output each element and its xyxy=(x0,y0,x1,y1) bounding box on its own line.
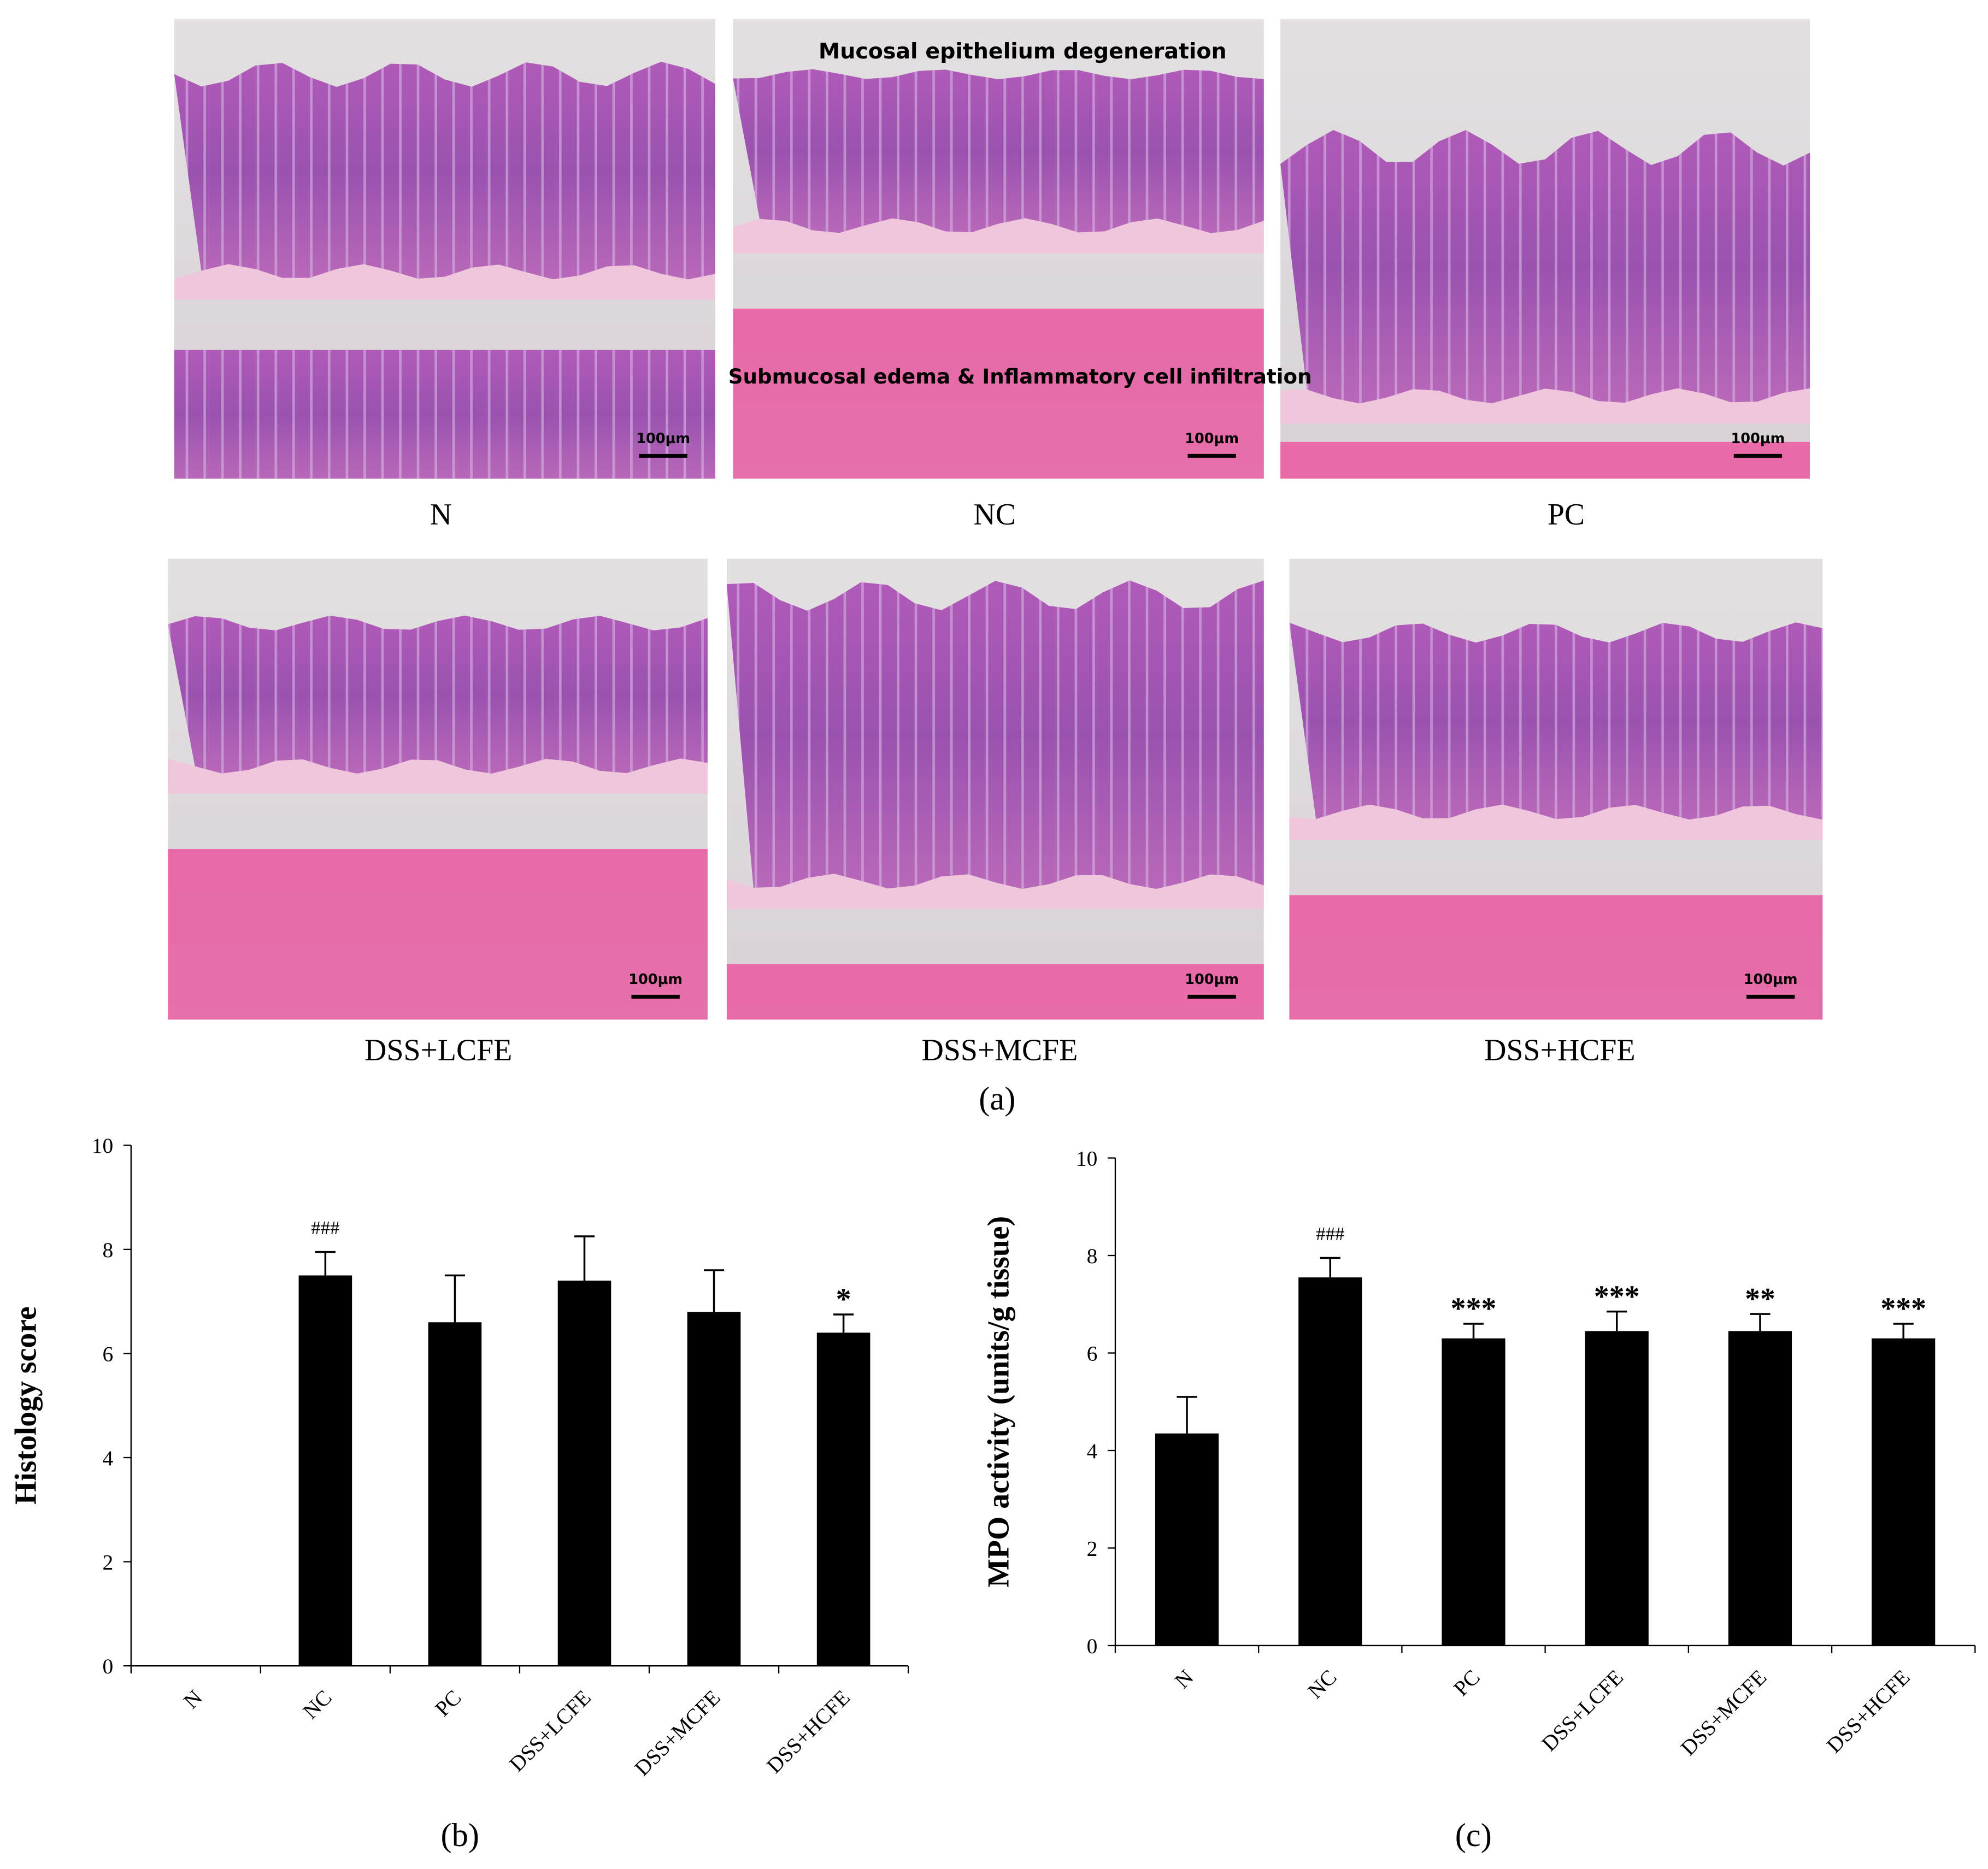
significance: * xyxy=(836,1283,851,1317)
caption: (a) xyxy=(979,1081,1015,1117)
y-tick-label: 2 xyxy=(1087,1536,1098,1560)
histology-image xyxy=(174,19,715,479)
crypts xyxy=(726,580,1264,889)
x-tick-label: DSS+HCFE xyxy=(762,1685,855,1778)
crypts-lower xyxy=(174,350,715,479)
y-tick-label: 4 xyxy=(1087,1439,1098,1463)
panel-label: DSS+LCFE xyxy=(364,1034,512,1068)
bar xyxy=(816,1333,871,1666)
x-tick-label: NC xyxy=(298,1685,337,1724)
muscle xyxy=(726,964,1264,1020)
y-axis-label: MPO activity (units/g tissue) xyxy=(982,1216,1016,1588)
submucosa xyxy=(726,874,1264,909)
muscle xyxy=(733,308,1264,479)
crypts xyxy=(168,615,708,774)
bar xyxy=(1585,1331,1649,1646)
y-tick-label: 0 xyxy=(1087,1634,1098,1658)
scale-bar-label: 100μm xyxy=(1731,431,1785,447)
histology-image xyxy=(726,558,1264,1020)
bar xyxy=(1298,1277,1362,1646)
y-tick-label: 0 xyxy=(103,1654,114,1678)
scale-bar-label: 100μm xyxy=(628,971,683,988)
y-tick-label: 2 xyxy=(103,1550,114,1575)
bar xyxy=(1872,1338,1936,1646)
histology-image xyxy=(168,558,708,1020)
x-tick-label: DSS+LCFE xyxy=(1537,1665,1628,1756)
x-tick-label: DSS+HCFE xyxy=(1822,1665,1915,1758)
significance: *** xyxy=(1451,1292,1497,1326)
bar xyxy=(1155,1433,1219,1646)
y-tick-label: 10 xyxy=(1076,1146,1098,1170)
significance: ** xyxy=(1745,1282,1775,1316)
significance: ### xyxy=(1316,1223,1344,1245)
y-tick-label: 6 xyxy=(1087,1341,1098,1365)
significance: *** xyxy=(1594,1280,1640,1313)
x-tick-label: PC xyxy=(1449,1665,1485,1701)
y-axis-label: Histology score xyxy=(9,1306,43,1505)
submucosa xyxy=(1280,388,1810,424)
x-tick-label: N xyxy=(179,1685,207,1713)
y-tick-label: 4 xyxy=(103,1446,114,1470)
x-tick-label: PC xyxy=(430,1685,466,1721)
submucosa xyxy=(1289,804,1823,840)
bar-chart: 0 2 4 6 8 10 MPO activity (units/g tissue) N ###… xyxy=(982,1146,1976,1854)
muscle xyxy=(168,849,708,1020)
panel-label: N xyxy=(430,498,452,532)
y-tick-label: 6 xyxy=(103,1342,114,1366)
panel-label: PC xyxy=(1548,498,1585,532)
muscle xyxy=(1289,895,1823,1020)
crypts xyxy=(1289,622,1823,820)
submucosa xyxy=(174,264,715,300)
crypts xyxy=(174,61,715,280)
bar xyxy=(298,1275,352,1666)
scale-bar-label: 100μm xyxy=(1185,971,1239,988)
histology-panels: 100μm N 100μm NC 100μm PC 100μm DSS+LCFE 100μm DS… xyxy=(168,19,1823,1117)
x-tick-label: NC xyxy=(1303,1665,1342,1703)
caption: (c) xyxy=(1455,1817,1492,1854)
y-tick-label: 10 xyxy=(92,1134,114,1158)
scale-bar-label: 100μm xyxy=(1744,971,1798,988)
histology-image xyxy=(1289,558,1823,1020)
y-tick-label: 8 xyxy=(1087,1244,1098,1268)
scale-bar-label: 100μm xyxy=(1185,431,1239,447)
scale-bar-label: 100μm xyxy=(636,431,690,447)
panel-label: DSS+MCFE xyxy=(922,1034,1078,1068)
muscle xyxy=(1280,441,1810,479)
significance: ### xyxy=(311,1217,339,1239)
bar-chart: 0 2 4 6 8 10 Histology score N ### NC PC DSS+LCFE DS… xyxy=(9,1134,909,1854)
bar xyxy=(687,1312,741,1666)
bar xyxy=(557,1281,611,1666)
annotation: Submucosal edema & Inflammatory cell inf… xyxy=(728,364,1312,388)
caption: (b) xyxy=(441,1817,479,1854)
x-tick-label: DSS+LCFE xyxy=(504,1685,595,1776)
histology-image xyxy=(1280,19,1810,479)
x-tick-label: N xyxy=(1170,1665,1198,1693)
y-tick-label: 8 xyxy=(103,1238,114,1262)
panel-label: DSS+HCFE xyxy=(1484,1034,1635,1068)
bar xyxy=(1728,1331,1792,1646)
significance: *** xyxy=(1880,1292,1926,1326)
x-tick-label: DSS+MCFE xyxy=(1676,1665,1771,1760)
crypts xyxy=(1280,129,1810,404)
annotation: Mucosal epithelium degeneration xyxy=(819,39,1227,64)
bar xyxy=(428,1322,482,1666)
panel-label: NC xyxy=(973,498,1015,532)
submucosa xyxy=(733,218,1264,253)
submucosa xyxy=(168,758,708,794)
x-tick-label: DSS+MCFE xyxy=(630,1685,725,1780)
histology-image xyxy=(733,19,1264,479)
bar xyxy=(1442,1338,1505,1646)
crypts xyxy=(733,69,1264,233)
